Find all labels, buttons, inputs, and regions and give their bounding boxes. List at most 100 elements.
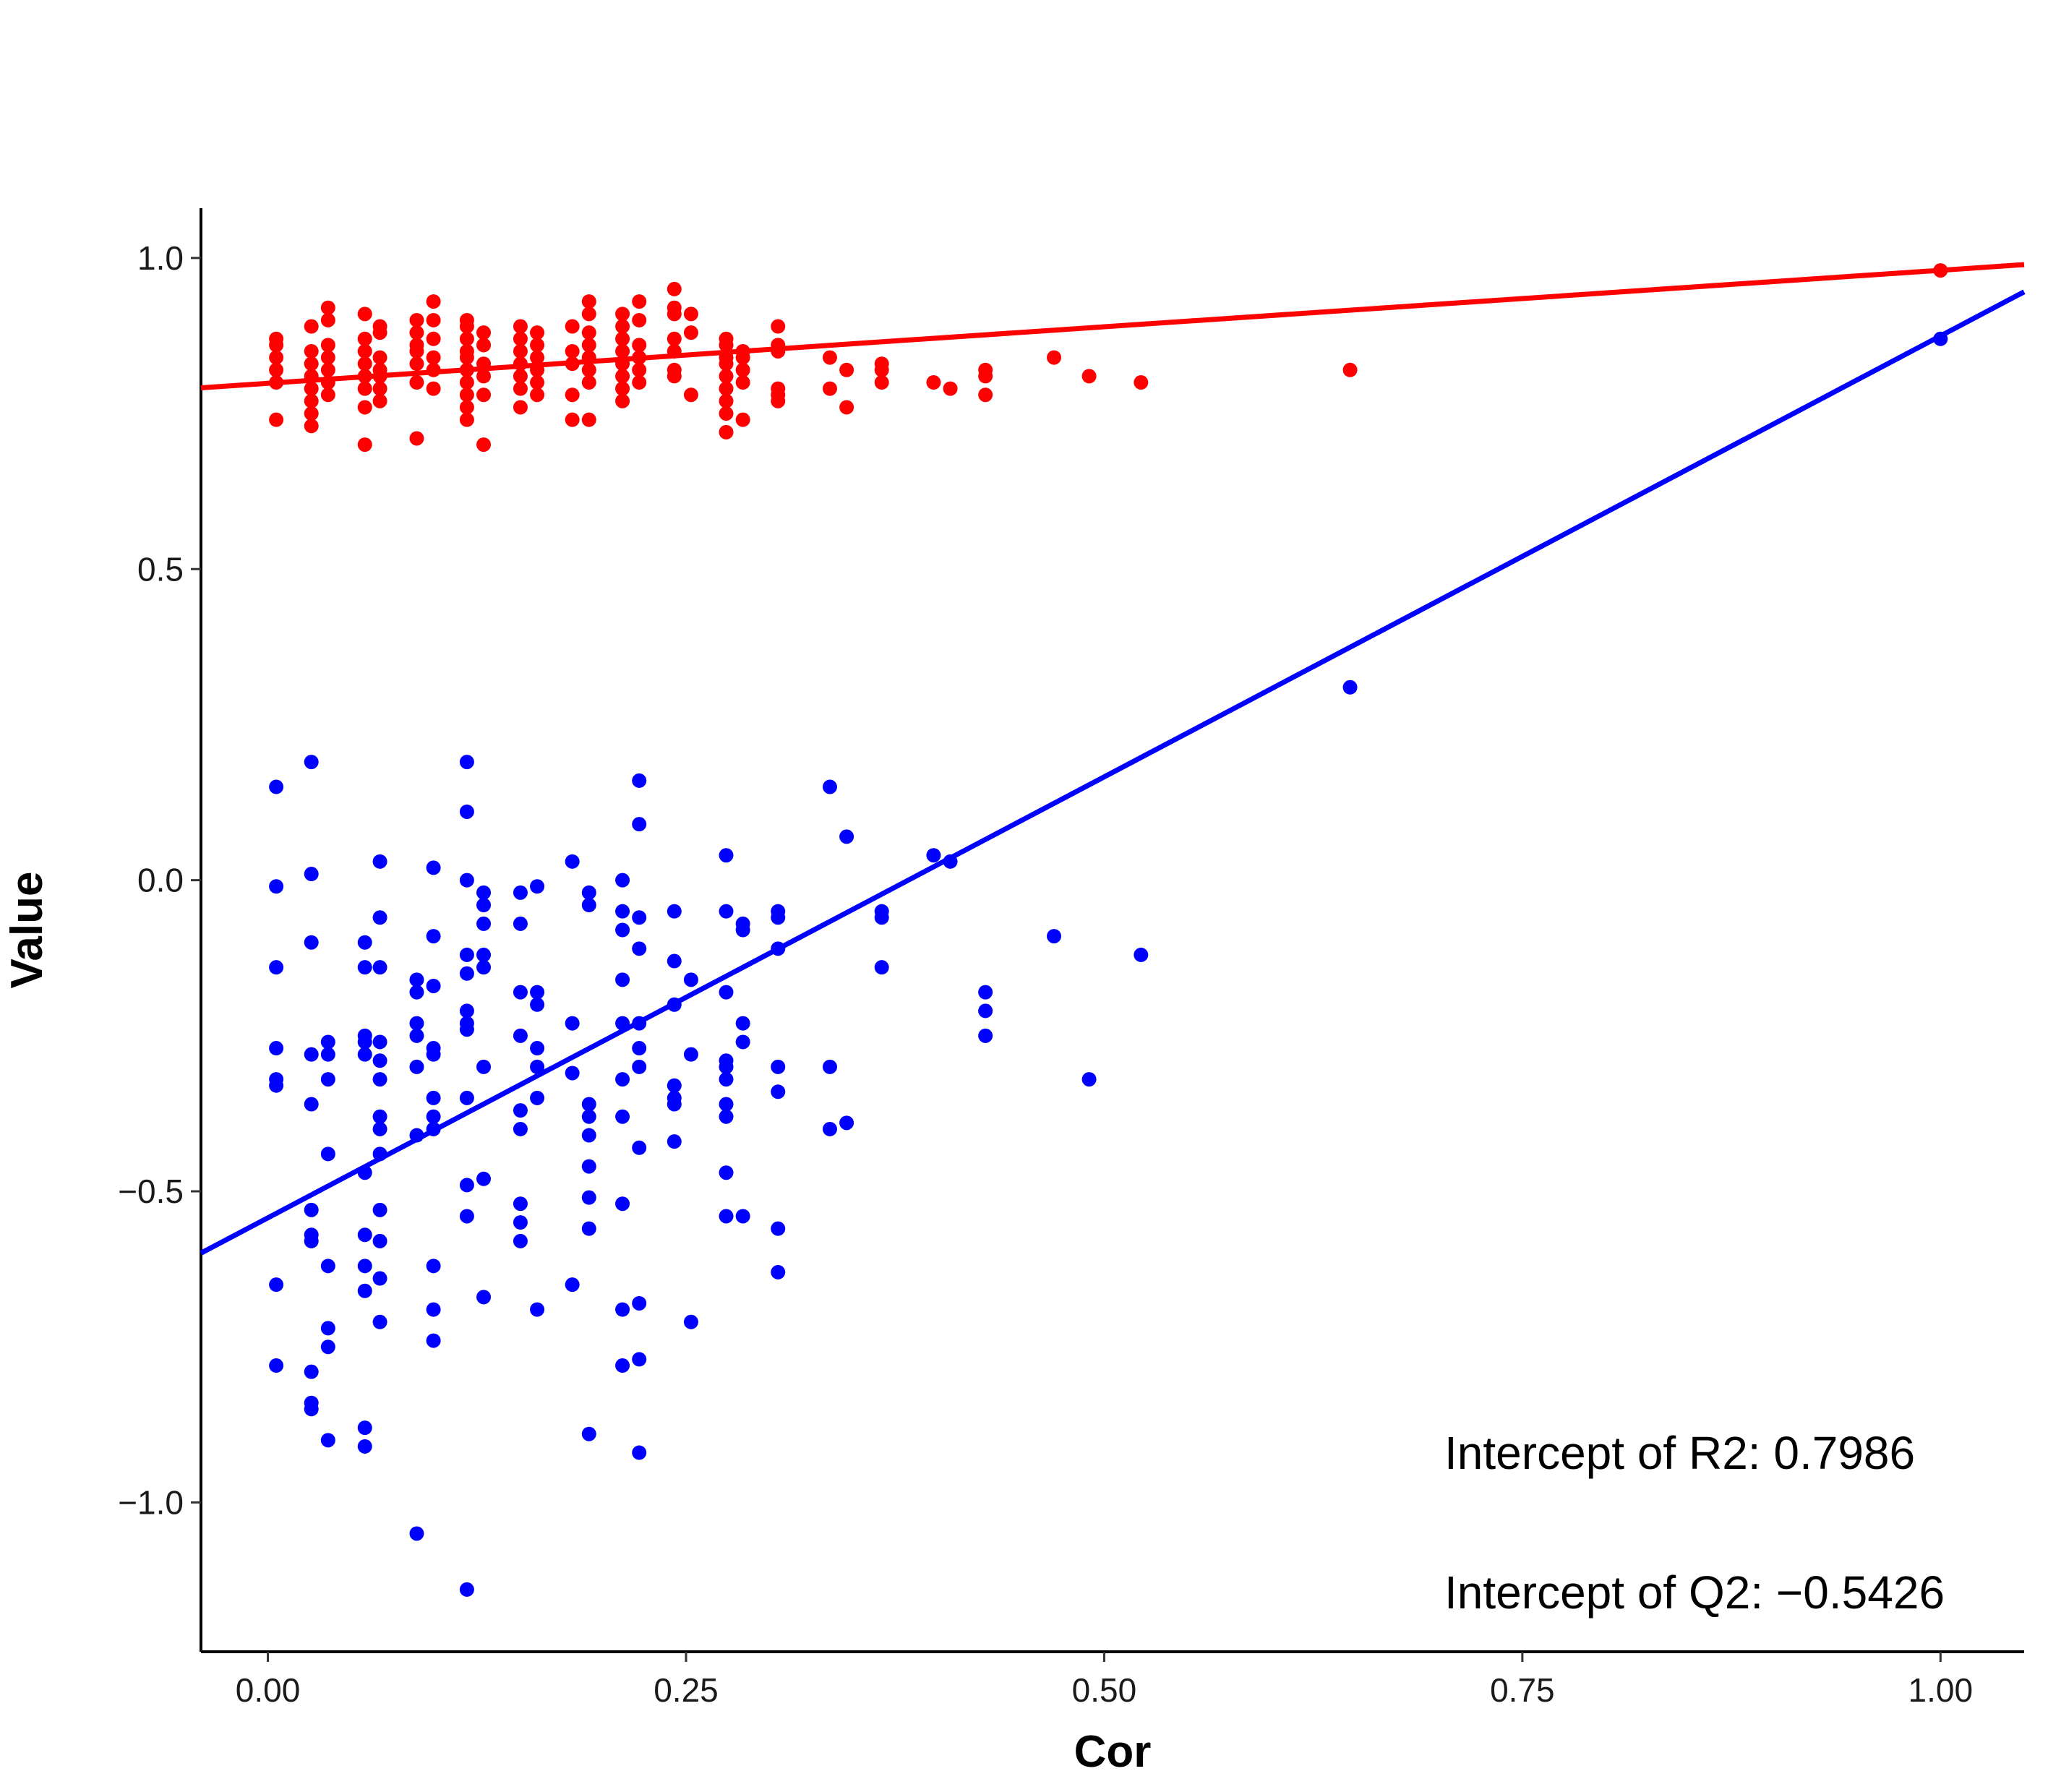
point-series-1 (476, 1290, 492, 1305)
point-series-1 (320, 1259, 335, 1274)
point-series-0 (304, 319, 319, 334)
point-series-1 (667, 953, 682, 969)
point-series-1 (632, 1059, 647, 1074)
point-series-0 (269, 331, 284, 346)
point-series-1 (874, 960, 889, 975)
point-series-1 (372, 1109, 387, 1124)
point-series-0 (615, 319, 630, 334)
point-series-1 (581, 1109, 596, 1124)
point-series-1 (459, 966, 474, 981)
point-series-1 (565, 1066, 580, 1081)
point-series-0 (357, 369, 372, 384)
point-series-0 (476, 356, 492, 372)
point-series-1 (632, 1140, 647, 1155)
point-series-0 (513, 369, 528, 384)
point-series-0 (372, 381, 387, 396)
point-series-0 (513, 381, 528, 396)
point-series-0 (357, 400, 372, 415)
point-series-0 (719, 393, 734, 408)
point-series-0 (459, 362, 474, 377)
point-series-1 (372, 1233, 387, 1248)
point-series-1 (269, 1041, 284, 1056)
point-series-1 (822, 1121, 837, 1136)
point-series-0 (565, 387, 580, 403)
point-series-1 (320, 1433, 335, 1448)
point-series-1 (372, 910, 387, 925)
point-series-1 (372, 1271, 387, 1286)
point-series-1 (372, 960, 387, 975)
point-series-1 (615, 1109, 630, 1124)
point-series-0 (874, 375, 889, 390)
point-series-1 (357, 1420, 372, 1436)
y-tick-label: −0.5 (118, 1172, 184, 1210)
point-series-0 (426, 362, 441, 377)
point-series-0 (320, 338, 335, 353)
point-series-0 (822, 381, 837, 396)
point-series-1 (372, 1072, 387, 1087)
point-series-1 (269, 960, 284, 975)
annotation-q2-intercept: Intercept of Q2: −0.5426 (1444, 1566, 1945, 1619)
point-series-0 (530, 362, 545, 377)
point-series-1 (632, 773, 647, 788)
point-series-0 (357, 356, 372, 372)
point-series-0 (632, 338, 647, 353)
point-series-0 (476, 437, 492, 453)
point-series-1 (304, 1364, 319, 1379)
point-series-1 (459, 804, 474, 819)
point-series-0 (615, 306, 630, 322)
point-series-1 (530, 1041, 545, 1056)
point-series-0 (771, 319, 786, 334)
point-series-0 (771, 338, 786, 353)
point-series-1 (409, 985, 424, 1000)
point-series-1 (530, 1059, 545, 1074)
point-series-1 (459, 755, 474, 770)
point-series-1 (426, 978, 441, 993)
point-series-0 (615, 369, 630, 384)
point-series-1 (459, 1022, 474, 1037)
point-series-0 (357, 331, 372, 346)
point-series-0 (839, 362, 854, 377)
point-series-0 (426, 312, 441, 327)
point-series-0 (1081, 369, 1097, 384)
point-series-1 (615, 1016, 630, 1031)
point-series-1 (476, 898, 492, 913)
point-series-1 (459, 947, 474, 962)
point-series-0 (565, 356, 580, 372)
point-series-0 (615, 381, 630, 396)
point-series-1 (426, 1302, 441, 1317)
point-series-0 (513, 356, 528, 372)
point-series-0 (683, 387, 698, 403)
point-series-0 (426, 331, 441, 346)
point-series-1 (372, 1314, 387, 1329)
point-series-0 (632, 375, 647, 390)
point-series-0 (476, 369, 492, 384)
y-tick-label: 0.0 (137, 862, 184, 899)
point-series-1 (530, 879, 545, 894)
point-series-0 (683, 306, 698, 322)
point-series-0 (581, 338, 596, 353)
point-series-1 (615, 972, 630, 987)
point-series-1 (581, 885, 596, 900)
point-series-1 (530, 1302, 545, 1317)
y-axis-title: Value (2, 872, 52, 989)
point-series-1 (978, 1028, 993, 1043)
y-tick-label: −1.0 (118, 1483, 184, 1521)
point-series-1 (513, 885, 528, 900)
point-series-1 (513, 985, 528, 1000)
point-series-1 (978, 985, 993, 1000)
point-series-1 (459, 1090, 474, 1105)
point-series-1 (581, 1097, 596, 1112)
point-series-0 (735, 412, 750, 427)
point-series-1 (304, 1097, 319, 1112)
point-series-1 (426, 1121, 441, 1136)
point-series-1 (513, 1121, 528, 1136)
point-series-0 (735, 362, 750, 377)
point-series-1 (771, 910, 786, 925)
point-series-1 (372, 1202, 387, 1217)
point-series-1 (581, 1128, 596, 1143)
point-series-0 (409, 356, 424, 372)
point-series-1 (683, 972, 698, 987)
point-series-0 (719, 350, 734, 365)
point-series-1 (719, 1165, 734, 1180)
point-series-1 (409, 1016, 424, 1031)
